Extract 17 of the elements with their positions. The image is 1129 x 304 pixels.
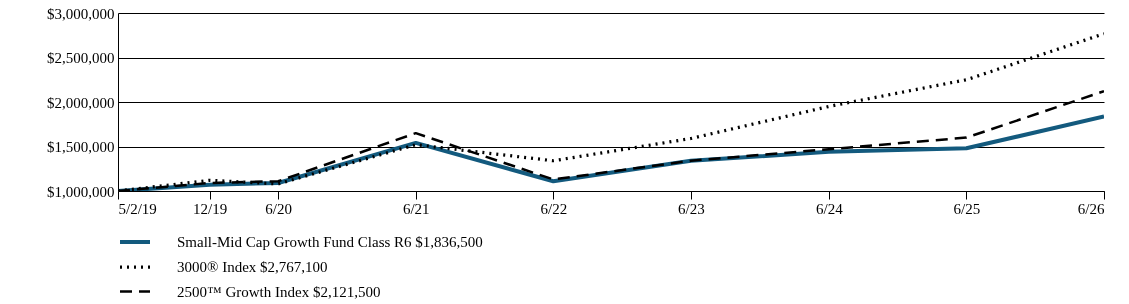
x-tick-label: 5/2/19 <box>118 200 157 217</box>
y-tick-label: $3,000,000 <box>47 5 115 22</box>
x-tick-label: 6/20 <box>265 200 293 217</box>
y-tick-label: $1,000,000 <box>47 183 115 200</box>
legend-label: Small-Mid Cap Growth Fund Class R6 $1,836,500 <box>177 234 483 250</box>
x-tick-label: 6/21 <box>402 200 430 217</box>
x-tick-label: 6/26 <box>1077 200 1105 217</box>
y-tick-label: $2,000,000 <box>47 94 115 111</box>
y-tick-label: $1,500,000 <box>47 139 115 155</box>
x-tick-label: 6/24 <box>816 200 844 217</box>
x-tick-label: 6/23 <box>678 200 705 217</box>
x-tick-label: 6/22 <box>540 200 568 217</box>
legend-label: 3000® Index $2,767,100 <box>177 259 328 275</box>
x-tick-label: 6/25 <box>953 200 981 217</box>
legend-label: 2500™ Growth Index $2,121,500 <box>177 283 381 300</box>
y-tick-label: $2,500,000 <box>47 50 115 66</box>
x-tick-label: 12/19 <box>193 200 228 217</box>
